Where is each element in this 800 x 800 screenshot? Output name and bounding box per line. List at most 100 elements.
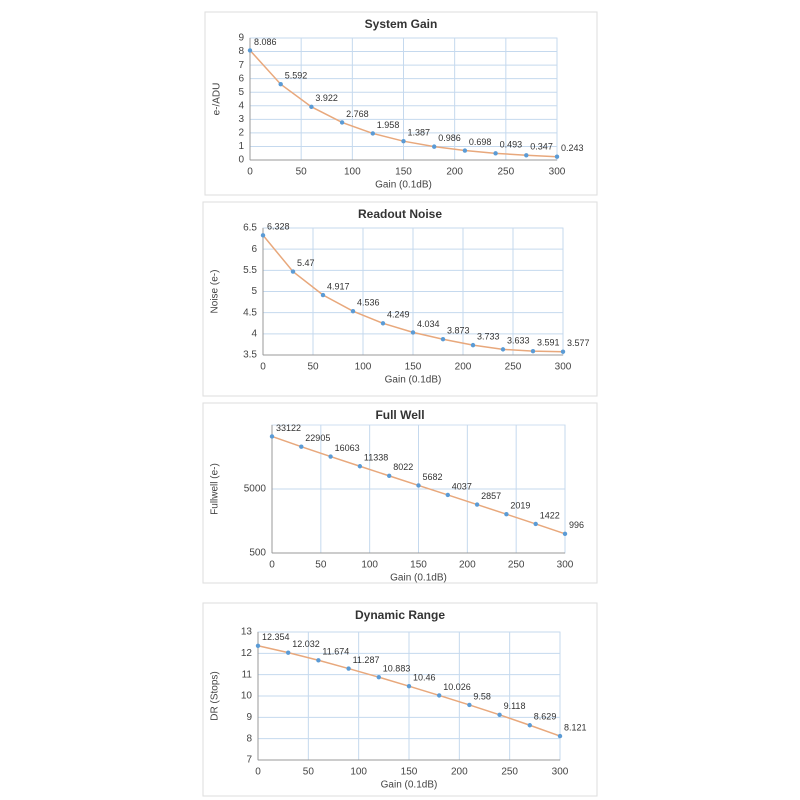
data-label: 4.034 bbox=[417, 319, 440, 329]
data-label: 5682 bbox=[423, 472, 443, 482]
y-tick-label: 6 bbox=[251, 244, 257, 255]
data-label: 4.249 bbox=[387, 310, 410, 320]
data-label: 8.086 bbox=[254, 37, 277, 47]
chart-panel bbox=[204, 11, 598, 196]
data-point bbox=[247, 48, 253, 53]
data-label: 10.883 bbox=[383, 664, 411, 674]
data-point bbox=[500, 347, 506, 352]
data-point bbox=[380, 321, 386, 326]
x-tick-label: 250 bbox=[505, 362, 522, 373]
y-tick-label: 11 bbox=[242, 669, 253, 680]
data-point bbox=[387, 473, 392, 479]
x-tick-label: 0 bbox=[260, 362, 266, 373]
data-point bbox=[562, 531, 568, 537]
y-tick-label: 12 bbox=[241, 648, 253, 659]
data-label: 22905 bbox=[305, 433, 330, 443]
data-label: 3.633 bbox=[507, 336, 530, 346]
data-label: 3.591 bbox=[537, 338, 560, 348]
chart-panel bbox=[202, 201, 598, 397]
data-label: 5.47 bbox=[297, 258, 315, 268]
data-point bbox=[260, 233, 266, 238]
data-label: 8.629 bbox=[534, 712, 557, 722]
x-tick-label: 250 bbox=[501, 767, 518, 778]
data-point bbox=[554, 154, 560, 159]
data-label: 5.592 bbox=[285, 71, 308, 81]
y-tick-label: 3 bbox=[238, 114, 244, 125]
y-tick-label: 5 bbox=[238, 87, 244, 98]
y-tick-label: 6 bbox=[238, 73, 244, 84]
data-label: 3.733 bbox=[477, 332, 500, 342]
data-label: 0.493 bbox=[500, 140, 523, 150]
chart-title: Full Well bbox=[375, 408, 424, 422]
x-tick-label: 50 bbox=[303, 767, 315, 778]
x-tick-label: 100 bbox=[355, 362, 372, 373]
data-label: 33122 bbox=[276, 423, 301, 433]
data-point bbox=[286, 650, 291, 655]
data-label: 1422 bbox=[540, 510, 560, 520]
data-label: 6.328 bbox=[267, 222, 290, 232]
chart-panel bbox=[202, 602, 598, 797]
y-tick-label: 6.5 bbox=[243, 223, 257, 234]
data-point bbox=[410, 330, 416, 335]
y-tick-label: 7 bbox=[238, 60, 244, 71]
y-tick-label: 8 bbox=[238, 46, 244, 57]
data-label: 10.46 bbox=[413, 673, 436, 683]
data-point bbox=[467, 702, 472, 708]
data-label: 10.026 bbox=[443, 682, 471, 692]
y-tick-label: 4 bbox=[238, 100, 244, 111]
x-axis-label: Gain (0.1dB) bbox=[381, 780, 438, 791]
data-label: 12.354 bbox=[262, 632, 290, 642]
data-point bbox=[557, 733, 563, 739]
x-tick-label: 50 bbox=[307, 362, 319, 373]
chart-title: Dynamic Range bbox=[355, 608, 445, 622]
x-tick-label: 100 bbox=[344, 167, 361, 178]
data-point bbox=[560, 349, 566, 354]
data-point bbox=[290, 269, 296, 274]
y-tick-label: 10 bbox=[241, 691, 253, 702]
data-point bbox=[316, 658, 321, 663]
x-tick-label: 200 bbox=[459, 560, 476, 571]
y-tick-label: 8 bbox=[246, 733, 252, 744]
data-point bbox=[474, 502, 480, 507]
x-tick-label: 250 bbox=[497, 167, 514, 178]
x-tick-label: 150 bbox=[395, 167, 412, 178]
y-tick-label: 4 bbox=[251, 328, 257, 339]
data-label: 9.58 bbox=[473, 691, 491, 701]
data-point bbox=[470, 342, 476, 348]
data-label: 3.873 bbox=[447, 326, 470, 336]
data-label: 0.986 bbox=[438, 133, 461, 143]
x-tick-label: 50 bbox=[296, 167, 308, 178]
data-label: 8022 bbox=[393, 462, 413, 472]
data-label: 11338 bbox=[364, 453, 388, 463]
data-point bbox=[269, 434, 275, 439]
data-point bbox=[445, 492, 450, 498]
y-tick-label: 9 bbox=[238, 33, 244, 44]
data-point bbox=[406, 683, 412, 689]
x-tick-label: 150 bbox=[410, 560, 427, 571]
data-point bbox=[432, 144, 437, 149]
x-tick-label: 300 bbox=[549, 167, 566, 178]
y-tick-label: 3.5 bbox=[243, 350, 257, 361]
x-tick-label: 300 bbox=[557, 560, 574, 571]
data-label: 2019 bbox=[510, 501, 530, 511]
y-tick-label: 5 bbox=[251, 286, 257, 297]
x-axis-label: Gain (0.1dB) bbox=[385, 375, 442, 386]
y-tick-label: 13 bbox=[241, 627, 253, 638]
data-point bbox=[504, 512, 509, 517]
data-point bbox=[339, 120, 345, 125]
data-point bbox=[440, 337, 446, 342]
chart: 0 50 100 150 200 250 300 3.5 4 4.5 5 5.5 6 6.5 Readout… bbox=[202, 201, 598, 397]
chart-title: Readout Noise bbox=[358, 207, 442, 221]
y-tick-label: 5.5 bbox=[243, 265, 257, 276]
data-point bbox=[357, 464, 363, 469]
data-label: 4.536 bbox=[357, 298, 380, 308]
data-point bbox=[350, 308, 356, 314]
data-point bbox=[497, 712, 502, 718]
chart: 0 50 100 150 200 250 300 7 8 9 10 11 12 13 Dynamic Ran… bbox=[202, 602, 598, 797]
x-tick-label: 150 bbox=[405, 362, 422, 373]
y-tick-label: 9 bbox=[246, 712, 252, 723]
data-label: 11.287 bbox=[353, 655, 380, 665]
data-label: 9.118 bbox=[504, 701, 526, 711]
data-label: 8.121 bbox=[564, 722, 587, 732]
